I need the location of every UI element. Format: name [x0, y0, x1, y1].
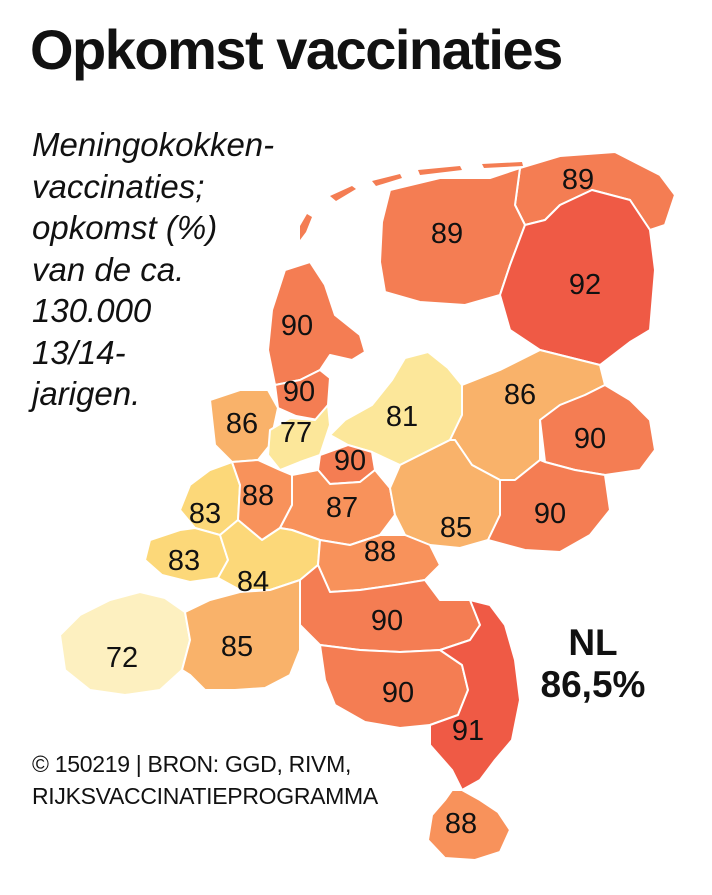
region-value-label: 88: [364, 536, 396, 568]
description-line: opkomst (%): [32, 209, 218, 246]
description-line: jarigen.: [32, 375, 141, 412]
region-value-label: 85: [221, 631, 253, 663]
region-value-label: 83: [168, 545, 200, 577]
region-labels: 89 89 92 90 90 86 77 81 86 90 90 83 88 8…: [106, 164, 606, 840]
description-line: van de ca.: [32, 250, 185, 288]
region-west-brabant: [181, 579, 301, 691]
region-value-label: 85: [440, 512, 472, 544]
national-value: 86,5%: [540, 664, 646, 705]
wadden-islands: [300, 162, 523, 240]
region-value-label: 86: [504, 379, 536, 411]
region-value-label: 88: [445, 808, 477, 840]
region-value-label: 72: [106, 642, 138, 674]
region-drenthe: [499, 189, 656, 366]
region-value-label: 89: [431, 218, 463, 250]
region-value-label: 91: [452, 715, 484, 747]
region-limburg-zuid: [427, 789, 511, 861]
region-value-label: 92: [569, 269, 601, 301]
region-value-label: 90: [334, 445, 366, 477]
source-credit: © 150219 | BRON: GGD, RIVM, RIJKSVACCINA…: [32, 748, 378, 812]
region-achterhoek: [487, 459, 611, 553]
map-description: Meningokokken- vaccinaties; opkomst (%) …: [32, 124, 274, 415]
source-line: RIJKSVACCINATIEPROGRAMMA: [32, 783, 378, 809]
region-noord-holland: [267, 261, 366, 386]
national-total: NL 86,5%: [528, 622, 658, 706]
source-line: © 150219 | BRON: GGD, RIVM,: [32, 751, 352, 777]
region-value-label: 77: [280, 417, 312, 449]
region-value-label: 90: [382, 677, 414, 709]
national-label: NL: [568, 622, 618, 663]
region-value-label: 81: [386, 401, 418, 433]
region-value-label: 83: [189, 498, 221, 530]
description-line: Meningokokken-: [32, 126, 275, 163]
region-value-label: 90: [371, 605, 403, 637]
region-twente: [539, 384, 656, 476]
region-value-label: 90: [574, 423, 606, 455]
description-line: vaccinaties;: [32, 167, 205, 205]
region-value-label: 88: [242, 480, 274, 512]
description-line: 130.000: [32, 292, 152, 329]
region-value-label: 84: [237, 566, 269, 598]
region-value-label: 90: [534, 498, 566, 530]
region-value-label: 89: [562, 164, 594, 196]
region-value-label: 90: [281, 310, 313, 342]
region-value-label: 87: [326, 492, 358, 524]
region-limburg-noord: [429, 599, 521, 791]
region-amsterdam: [267, 404, 331, 471]
page-title: Opkomst vaccinaties: [30, 18, 563, 81]
region-value-label: 86: [226, 408, 258, 440]
region-value-label: 90: [283, 376, 315, 408]
description-line: 13/14-: [32, 333, 126, 371]
